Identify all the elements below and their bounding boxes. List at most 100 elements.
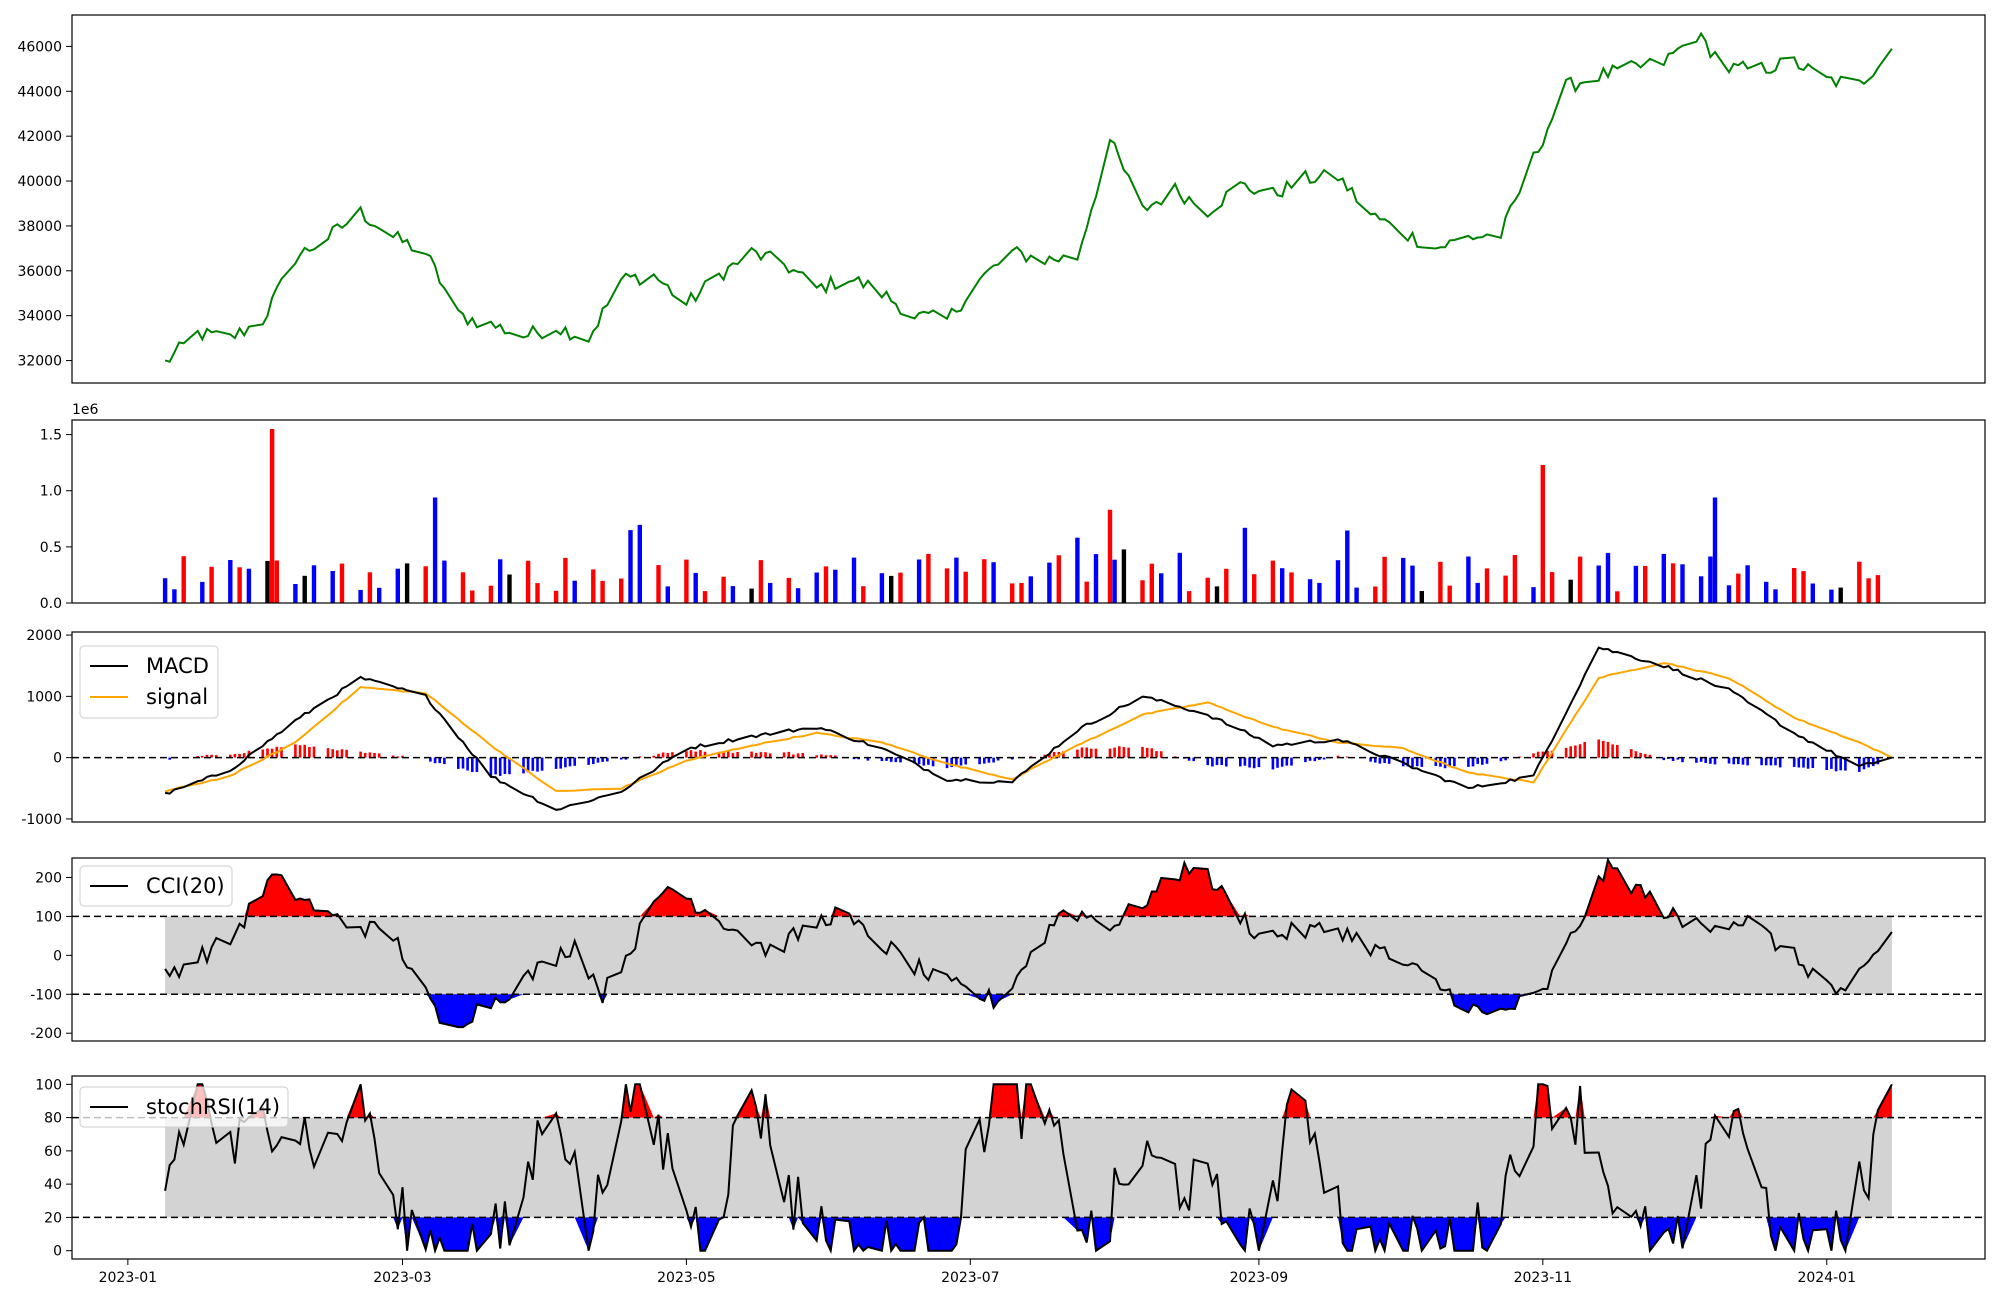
volume-bar (1764, 581, 1769, 603)
y-tick-label: 1.5 (40, 428, 62, 444)
macd-histogram-bar (894, 757, 898, 763)
volume-bar (1056, 555, 1061, 603)
macd-histogram-bar (1485, 757, 1489, 764)
macd-histogram-bar (1383, 757, 1386, 763)
y-tick-label: 44000 (17, 84, 62, 100)
neutral-band (165, 916, 1892, 995)
price-line (164, 31, 1893, 363)
volume-bar (1466, 556, 1471, 603)
volume-bar (181, 556, 186, 603)
macd-histogram-bar (233, 754, 237, 758)
macd-histogram-bar (917, 757, 921, 765)
volume-panel: 0.0 0.5 1.0 1.5 (40, 419, 1986, 612)
macd-histogram-bar (266, 748, 269, 758)
volume-bar (1019, 583, 1024, 603)
macd-histogram-bar (1564, 747, 1568, 758)
volume-bar (432, 497, 438, 603)
volume-bar (563, 557, 568, 603)
macd-histogram-bar (1737, 757, 1740, 765)
macd-histogram-bar (568, 757, 572, 767)
macd-histogram-bar (722, 752, 725, 758)
macd-histogram-bar (834, 755, 837, 758)
macd-histogram-bar (498, 757, 502, 776)
macd-histogram-bar (1248, 757, 1251, 768)
macd-histogram-bar (1415, 757, 1419, 767)
macd-histogram-bar (1569, 746, 1572, 758)
macd-histogram-bar (1318, 757, 1321, 760)
volume-bar (1107, 509, 1113, 603)
macd-panel: -1000 0 1000 2000 (21, 628, 1986, 828)
macd-histogram-bar (950, 757, 953, 768)
volume-bar (1345, 530, 1350, 603)
macd-histogram-bar (215, 755, 218, 758)
macd-histogram-bar (433, 757, 437, 764)
macd-histogram-bar (503, 757, 507, 774)
macd-histogram-bar (1844, 757, 1847, 771)
volume-bar (535, 583, 540, 603)
volume-bar (926, 553, 931, 603)
panel-frame (71, 631, 1986, 823)
macd-histogram-bar (768, 753, 772, 758)
volume-bar (470, 590, 475, 603)
macd-histogram-bar (1583, 742, 1586, 758)
macd-histogram-bar (466, 757, 469, 771)
overbought-fill (165, 859, 1892, 917)
macd-histogram-bar (1732, 757, 1735, 765)
macd-histogram-bar (764, 752, 767, 758)
volume-bar (1373, 586, 1378, 603)
macd-histogram-bar (964, 757, 967, 765)
volume-bar (721, 576, 726, 603)
macd-histogram-bar (526, 757, 530, 773)
volume-bar (1075, 537, 1080, 603)
macd-line (164, 646, 1893, 811)
y-tick-label: 38000 (17, 219, 62, 235)
macd-histogram-bar (1778, 757, 1782, 768)
macd-histogram-bar (1387, 757, 1391, 764)
macd-histogram-bar (457, 757, 460, 769)
volume-bar (861, 586, 866, 603)
macd-histogram-bar (1322, 757, 1326, 760)
volume-bar (460, 572, 466, 603)
macd-histogram-bar (1634, 751, 1638, 758)
macd-histogram-bar (1704, 757, 1707, 763)
macd-histogram-bar (1052, 752, 1056, 758)
macd-histogram-bar (661, 752, 665, 758)
macd-histogram-bar (1211, 757, 1214, 767)
macd-histogram-bar (1504, 757, 1507, 761)
macd-histogram-bar (913, 757, 916, 764)
macd-histogram-bar (987, 757, 991, 763)
volume-bar (339, 563, 345, 603)
macd-histogram-bar (796, 753, 800, 758)
signal-line (164, 662, 1893, 793)
volume-bar (525, 560, 531, 603)
macd-histogram-bar (559, 757, 562, 769)
volume-bar (889, 575, 894, 603)
volume-bar (1792, 568, 1797, 603)
y-tick-label: 40 (44, 1177, 62, 1193)
y-tick-label: 1.0 (40, 484, 62, 500)
volume-bar (1810, 583, 1815, 603)
macd-histogram-bar (280, 747, 283, 758)
macd-histogram-bar (1578, 744, 1582, 758)
y-tick-label: -1000 (21, 812, 62, 828)
volume-bar (1252, 574, 1257, 603)
macd-legend: MACD signal (79, 645, 219, 719)
volume-bar (395, 568, 400, 603)
macd-histogram-bar (345, 749, 348, 758)
volume-bar (1503, 575, 1508, 603)
macd-histogram-bar (1536, 751, 1540, 758)
volume-bar (991, 562, 996, 603)
volume-bar (963, 571, 968, 603)
macd-histogram-bar (750, 751, 753, 758)
oversold-fill (165, 1217, 1892, 1251)
volume-bar (377, 587, 382, 603)
volume-bar (1726, 585, 1732, 603)
volume-bar (1736, 573, 1741, 603)
macd-histogram-bar (1825, 757, 1828, 770)
macd-histogram-bar (1602, 740, 1605, 758)
macd-histogram-bar (592, 757, 595, 765)
macd-histogram-bar (1643, 753, 1647, 758)
macd-histogram-bar (1806, 757, 1810, 769)
macd-histogram-bar (931, 757, 935, 767)
